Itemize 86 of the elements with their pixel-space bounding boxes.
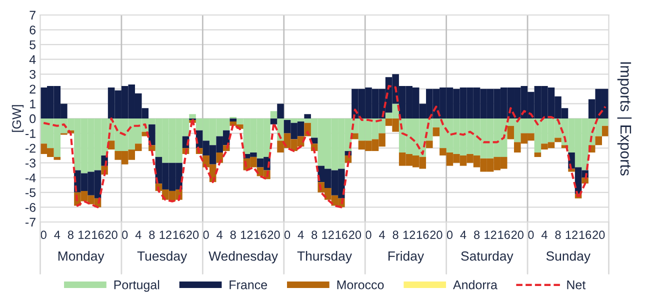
bar: [277, 104, 284, 118]
y-axis-title: [GW]: [12, 105, 24, 132]
x-tick-label: 0: [203, 230, 209, 240]
text: Thursday: [297, 251, 352, 264]
y-tick-label: 0: [30, 114, 36, 124]
x-tick-label: 8: [230, 230, 236, 240]
bar: [148, 124, 156, 146]
x-tick-label: 20: [592, 230, 605, 240]
y-tick-label: 3: [30, 70, 36, 79]
x-tick-label: 20: [511, 230, 524, 240]
bar: [432, 127, 440, 136]
x-tick-label: 0: [122, 230, 128, 240]
legend-label: Net: [567, 280, 586, 290]
x-tick-label: 8: [68, 230, 74, 240]
y-tick-label: -4: [26, 174, 36, 182]
x-tick-label: 4: [54, 230, 60, 239]
bar: [554, 138, 562, 142]
x-tick-label: 0: [284, 230, 290, 240]
x-tick-label: 0: [528, 230, 534, 240]
x-tick-label: 16: [254, 230, 266, 240]
x-tick-label: 8: [312, 230, 318, 240]
x-tick-label: 16: [579, 230, 592, 240]
bar: [507, 126, 514, 140]
legend-label: Andorra: [453, 280, 498, 290]
y-tick-label: 7: [30, 10, 36, 20]
legend-label: Morocco: [337, 280, 384, 290]
x-tick-label: 12: [160, 230, 172, 239]
y-tick-label: -3: [26, 158, 36, 168]
x-tick-label: 12: [403, 230, 416, 239]
y-tick-label: -1: [26, 129, 36, 138]
x-tick-label: 20: [348, 230, 362, 240]
y-tick-label: -5: [26, 188, 36, 198]
legend-label: Portugal: [114, 280, 160, 292]
y-tick-label: 6: [30, 26, 36, 34]
x-tick-label: 8: [149, 230, 155, 240]
x-tick-label: 8: [474, 230, 480, 240]
x-tick-label: 0: [366, 230, 372, 240]
y-tick-label: -7: [26, 218, 36, 227]
x-tick-label: 20: [268, 230, 280, 240]
y-tick-label: 2: [30, 84, 36, 94]
y-tick-label: 4: [29, 55, 36, 64]
x-tick-label: 20: [105, 230, 118, 240]
line-series: [42, 84, 606, 208]
x-tick-label: 0: [446, 230, 453, 240]
x-tick-label: 8: [392, 230, 398, 240]
text: Sunday: [546, 251, 591, 264]
text: Tuesday: [137, 251, 188, 264]
x-tick-label: 12: [78, 230, 90, 239]
x-tick-label: 4: [298, 230, 304, 239]
x-tick-label: 20: [430, 230, 442, 240]
x-tick-label: 16: [173, 230, 186, 240]
text: Friday: [388, 251, 424, 264]
y-tick-label: -6: [26, 203, 36, 212]
bar: [270, 118, 278, 124]
x-tick-label: 16: [498, 230, 510, 240]
text: Saturday: [461, 251, 514, 264]
x-tick-label: 4: [135, 230, 142, 239]
x-tick-label: 8: [555, 230, 561, 240]
bar: [595, 136, 602, 146]
legend-label: France: [230, 280, 268, 290]
x-tick-label: 16: [336, 230, 348, 240]
bar: [534, 152, 542, 157]
bar: [189, 114, 196, 118]
text: Monday: [58, 251, 104, 264]
bar: [230, 118, 237, 122]
y-tick-label: 5: [30, 40, 36, 50]
text: Wednesday: [208, 251, 278, 264]
bar: [304, 114, 311, 118]
bar: [426, 140, 433, 148]
x-tick-label: 12: [241, 230, 253, 239]
y-tick-label: 1: [30, 100, 36, 108]
x-tick-label: 4: [216, 230, 223, 239]
x-tick-label: 20: [186, 230, 199, 240]
x-tick-label: 12: [322, 230, 334, 239]
x-tick-label: 0: [40, 230, 46, 240]
x-tick-label: 4: [379, 230, 385, 239]
x-tick-label: 12: [566, 230, 578, 239]
x-tick-label: 4: [541, 230, 548, 239]
y-tick-label: -2: [26, 144, 36, 153]
x-tick-label: 16: [416, 230, 429, 240]
y2-axis-title: Imports | Exports: [617, 62, 632, 176]
bar: [270, 111, 278, 118]
x-tick-label: 16: [92, 230, 104, 240]
x-tick-label: 4: [460, 230, 466, 239]
bar: [54, 156, 61, 160]
x-tick-label: 12: [484, 230, 496, 239]
